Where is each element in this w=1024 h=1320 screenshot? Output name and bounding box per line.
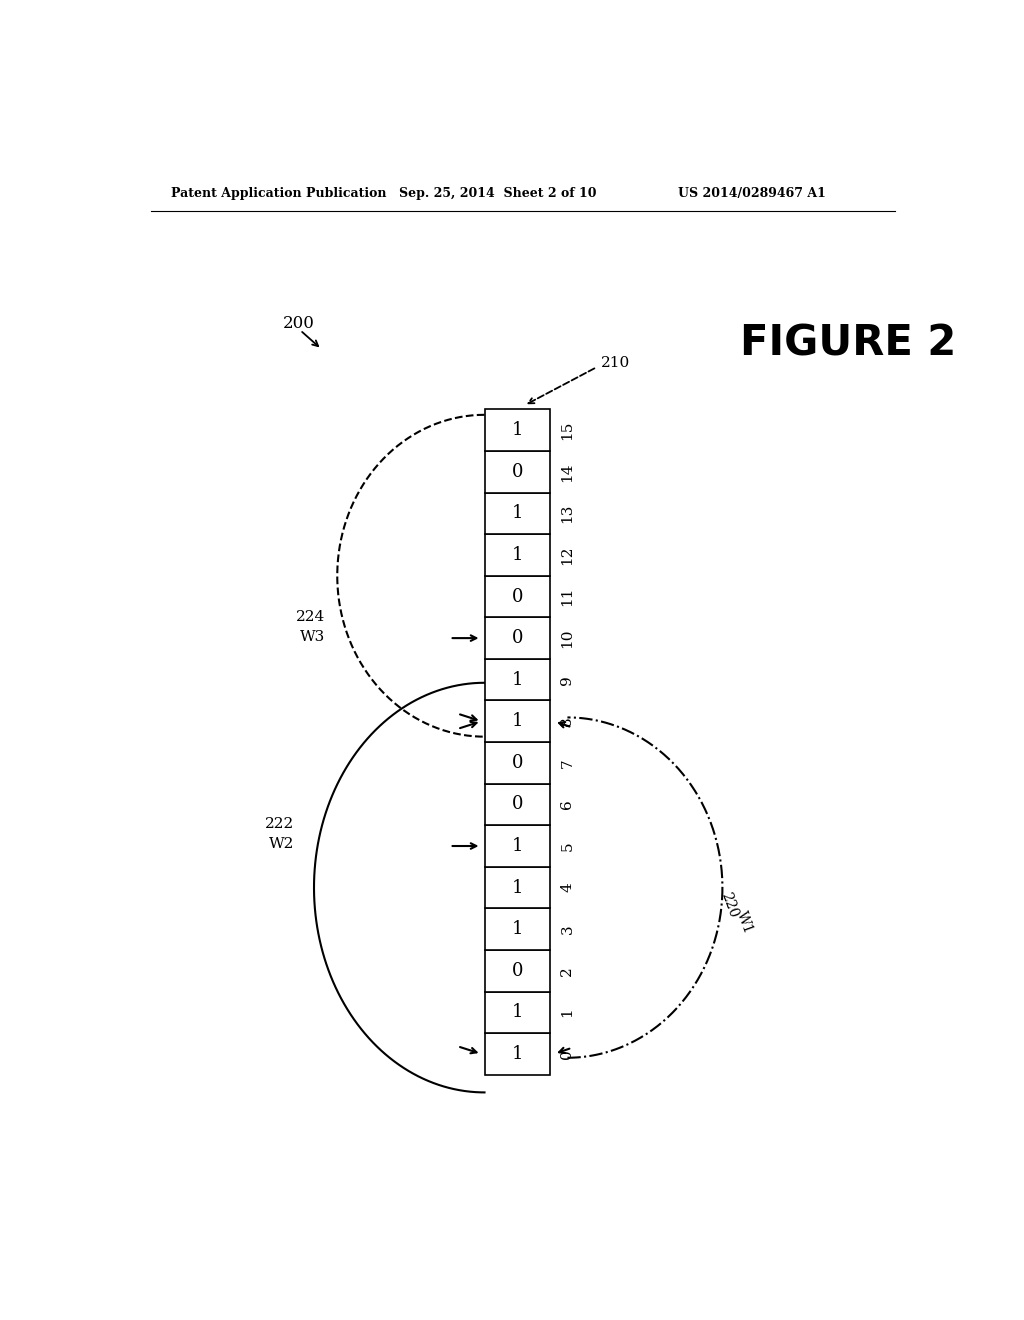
Text: Patent Application Publication: Patent Application Publication [171, 186, 386, 199]
Text: W2: W2 [269, 837, 295, 851]
Text: 11: 11 [560, 587, 574, 606]
Bar [484, 535, 550, 576]
Text: 1: 1 [512, 546, 523, 564]
Text: 8: 8 [560, 717, 574, 726]
Text: 13: 13 [560, 504, 574, 523]
Bar [484, 867, 550, 908]
Bar [484, 825, 550, 867]
Text: 220: 220 [719, 890, 740, 919]
Text: 0: 0 [512, 587, 523, 606]
Bar [484, 492, 550, 535]
Text: 1: 1 [512, 920, 523, 939]
Text: 1: 1 [560, 1007, 574, 1018]
Text: 1: 1 [512, 504, 523, 523]
Text: US 2014/0289467 A1: US 2014/0289467 A1 [678, 186, 826, 199]
Text: 7: 7 [560, 758, 574, 768]
Text: 9: 9 [560, 675, 574, 685]
Bar [484, 991, 550, 1034]
Text: 224: 224 [296, 610, 326, 623]
Text: 6: 6 [560, 800, 574, 809]
Text: FIGURE 2: FIGURE 2 [740, 322, 956, 364]
Text: 200: 200 [283, 315, 314, 333]
Bar [484, 1034, 550, 1074]
Text: 0: 0 [512, 754, 523, 772]
Bar [484, 659, 550, 701]
Text: 1: 1 [512, 421, 523, 440]
Text: 0: 0 [512, 796, 523, 813]
Text: 12: 12 [560, 545, 574, 565]
Text: 222: 222 [265, 817, 295, 832]
Text: 0: 0 [512, 962, 523, 979]
Text: 1: 1 [512, 671, 523, 689]
Text: 3: 3 [560, 924, 574, 935]
Bar [484, 950, 550, 991]
Text: 5: 5 [560, 841, 574, 851]
Bar [484, 618, 550, 659]
Text: W1: W1 [734, 909, 755, 936]
Text: 1: 1 [512, 1045, 523, 1063]
Text: Sep. 25, 2014  Sheet 2 of 10: Sep. 25, 2014 Sheet 2 of 10 [399, 186, 597, 199]
Bar [484, 784, 550, 825]
Text: 10: 10 [560, 628, 574, 648]
Text: 1: 1 [512, 837, 523, 855]
Text: 0: 0 [512, 630, 523, 647]
Text: 15: 15 [560, 421, 574, 440]
Text: 0: 0 [512, 463, 523, 480]
Bar [484, 742, 550, 784]
Text: 1: 1 [512, 879, 523, 896]
Text: 14: 14 [560, 462, 574, 482]
Text: 210: 210 [601, 356, 630, 370]
Text: 1: 1 [512, 1003, 523, 1022]
Text: W3: W3 [300, 630, 326, 644]
Bar [484, 576, 550, 618]
Text: 4: 4 [560, 883, 574, 892]
Text: 1: 1 [512, 713, 523, 730]
Bar [484, 908, 550, 950]
Bar [484, 701, 550, 742]
Bar [484, 409, 550, 451]
Text: 0: 0 [560, 1049, 574, 1059]
Bar [484, 451, 550, 492]
Text: 2: 2 [560, 966, 574, 975]
